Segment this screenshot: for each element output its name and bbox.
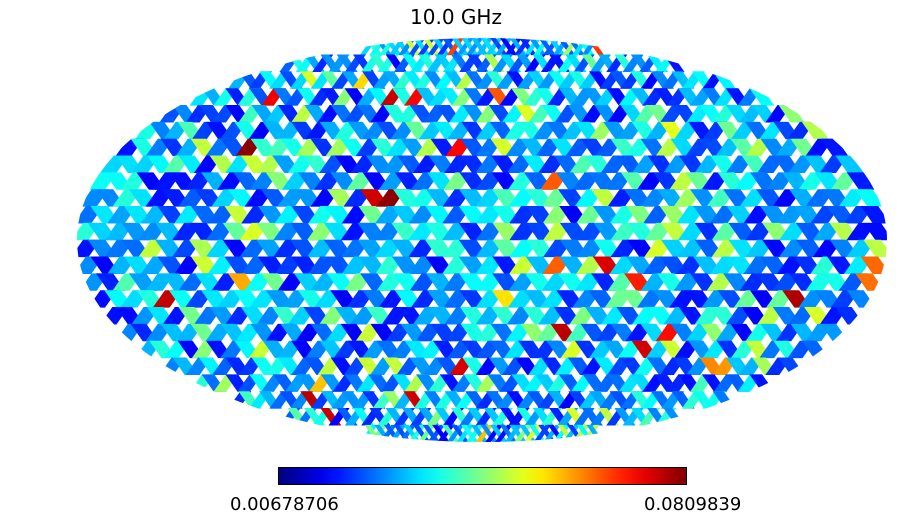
chart-title: 10.0 GHz [410, 5, 502, 29]
sky-map [77, 38, 887, 442]
map-pixel [860, 256, 887, 274]
map-pixel [860, 206, 887, 224]
map-pixel [863, 239, 887, 258]
colorbar [278, 467, 687, 485]
colorbar-max-label: 0.0809839 [644, 494, 742, 515]
map-pixel [863, 222, 887, 241]
colorbar-min-label: 0.00678706 [230, 494, 339, 515]
